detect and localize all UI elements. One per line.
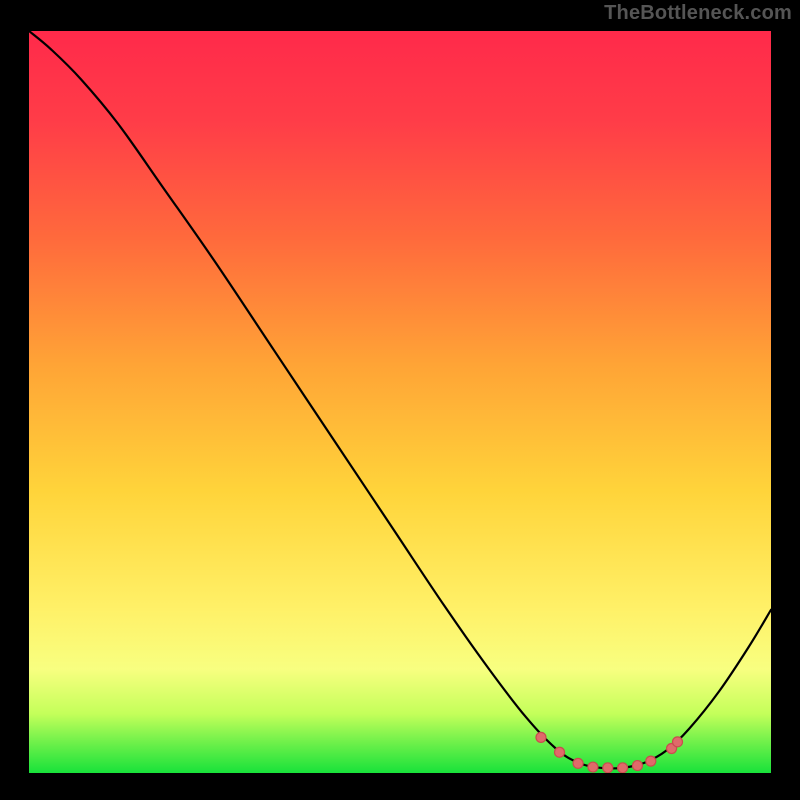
marker-dot	[618, 763, 628, 773]
marker-dot	[573, 758, 583, 768]
marker-dot	[555, 747, 565, 757]
marker-dot	[536, 732, 546, 742]
marker-dot	[588, 762, 598, 772]
chart-background	[29, 31, 771, 773]
watermark-text: TheBottleneck.com	[604, 2, 792, 25]
plot-area	[29, 31, 771, 773]
marker-dot	[646, 756, 656, 766]
marker-dot	[632, 761, 642, 771]
chart-svg	[29, 31, 771, 773]
chart-frame: TheBottleneck.com	[0, 0, 800, 800]
marker-dot	[603, 763, 613, 773]
marker-dot	[673, 737, 683, 747]
